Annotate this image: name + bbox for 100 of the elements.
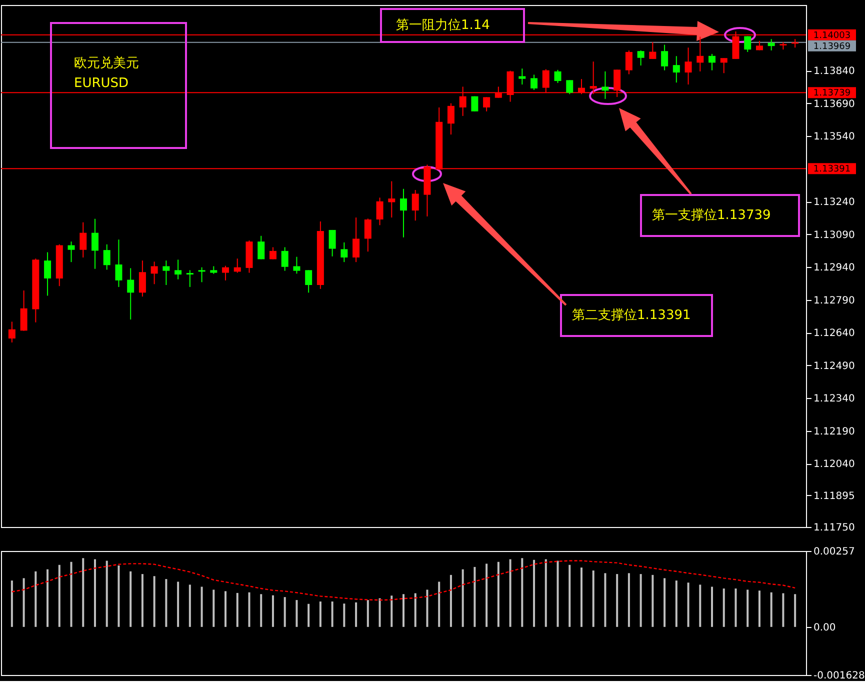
annotation: EURUSD bbox=[74, 76, 129, 91]
candlestick bbox=[115, 239, 122, 288]
candlestick bbox=[649, 42, 656, 60]
y-tick-label: 1.11750 bbox=[814, 522, 855, 534]
candlestick bbox=[483, 96, 490, 112]
candlestick bbox=[103, 244, 110, 270]
bar bbox=[46, 569, 49, 627]
bar bbox=[248, 592, 250, 627]
candlestick bbox=[234, 258, 241, 274]
candlestick bbox=[80, 222, 87, 258]
bar bbox=[390, 596, 393, 627]
candlestick bbox=[625, 50, 632, 75]
bar bbox=[343, 604, 346, 627]
candlestick bbox=[566, 80, 574, 95]
candlestick bbox=[174, 259, 182, 280]
annotation: 第一阻力位1.14 bbox=[396, 18, 490, 33]
bar bbox=[177, 582, 180, 627]
bar bbox=[308, 604, 310, 627]
y-tick-label: 1.12640 bbox=[814, 328, 855, 340]
y-tick-label: 1.13540 bbox=[814, 132, 855, 143]
bar bbox=[319, 602, 322, 627]
y-tick-label: 1.11895 bbox=[814, 490, 855, 502]
bar bbox=[34, 571, 37, 627]
candlestick bbox=[447, 102, 454, 136]
candlestick bbox=[518, 68, 526, 85]
bar bbox=[746, 590, 749, 627]
bar bbox=[544, 559, 547, 627]
bar bbox=[734, 588, 737, 627]
y-tick-label: 1.13690 bbox=[814, 98, 855, 110]
bar bbox=[711, 586, 714, 627]
bar bbox=[82, 558, 84, 627]
bar bbox=[664, 578, 666, 627]
bar bbox=[580, 568, 582, 627]
candlestick bbox=[8, 321, 16, 343]
bar bbox=[106, 560, 108, 627]
bar bbox=[141, 574, 144, 627]
y-tick-label: 1.12790 bbox=[814, 295, 855, 306]
candlestick bbox=[281, 246, 288, 272]
y-tick-label: 1.12340 bbox=[814, 394, 855, 405]
y-tick-label: 1.13090 bbox=[814, 230, 855, 241]
candlestick bbox=[637, 50, 644, 66]
bar bbox=[331, 602, 334, 627]
y-tick-label: 0.00 bbox=[814, 622, 836, 634]
bar bbox=[556, 560, 559, 627]
bar bbox=[770, 592, 772, 627]
bar bbox=[521, 558, 524, 627]
candlestick bbox=[376, 197, 384, 226]
bar bbox=[284, 597, 286, 627]
candlestick bbox=[340, 242, 348, 263]
bar bbox=[450, 574, 452, 627]
candlestick bbox=[768, 38, 775, 51]
candlestick bbox=[162, 260, 170, 286]
bar bbox=[70, 562, 72, 627]
bar bbox=[94, 559, 96, 627]
candlestick bbox=[554, 69, 562, 84]
bar bbox=[200, 586, 203, 627]
bar bbox=[224, 591, 227, 627]
candlestick bbox=[400, 188, 407, 238]
bar bbox=[188, 584, 191, 627]
annotation: 第二支撑位1.13391 bbox=[572, 308, 691, 323]
candlestick bbox=[20, 290, 28, 332]
bar bbox=[402, 594, 404, 627]
candlestick bbox=[352, 217, 360, 263]
bar bbox=[794, 594, 796, 627]
bar bbox=[568, 564, 571, 627]
candlestick bbox=[471, 96, 478, 112]
annotation: 第一支撑位1.13739 bbox=[652, 208, 771, 223]
candlestick bbox=[388, 180, 396, 218]
bar bbox=[212, 590, 215, 627]
y-tick-label: 1.12190 bbox=[814, 426, 855, 438]
candlestick bbox=[138, 260, 146, 298]
bar bbox=[533, 560, 536, 627]
bar bbox=[509, 559, 512, 627]
candlestick bbox=[328, 229, 336, 257]
bar bbox=[378, 598, 381, 627]
ref-line-label: 1.13739 bbox=[813, 88, 851, 99]
ref-line-label: 1.13391 bbox=[813, 164, 851, 175]
candlestick bbox=[744, 36, 752, 52]
candlestick bbox=[68, 241, 75, 263]
annotation: 欧元兑美元 bbox=[74, 55, 139, 71]
candlestick bbox=[44, 252, 52, 296]
ref-line-label: 1.13969 bbox=[813, 42, 851, 52]
bar bbox=[462, 569, 464, 627]
candlestick bbox=[696, 36, 704, 72]
bar bbox=[236, 592, 238, 627]
bar bbox=[474, 566, 476, 627]
bar bbox=[130, 571, 132, 627]
y-tick-label: 1.12940 bbox=[814, 262, 855, 274]
bar bbox=[165, 579, 168, 627]
bar bbox=[687, 582, 690, 627]
candlestick bbox=[293, 256, 300, 274]
bar bbox=[438, 582, 440, 627]
candlestick bbox=[661, 44, 668, 71]
bar bbox=[604, 573, 606, 627]
y-tick-label: 1.13240 bbox=[814, 197, 855, 208]
bar bbox=[722, 588, 725, 627]
candlestick bbox=[186, 270, 194, 288]
bar bbox=[414, 593, 416, 627]
y-tick-label: 1.13840 bbox=[814, 66, 855, 78]
bar bbox=[260, 594, 262, 627]
